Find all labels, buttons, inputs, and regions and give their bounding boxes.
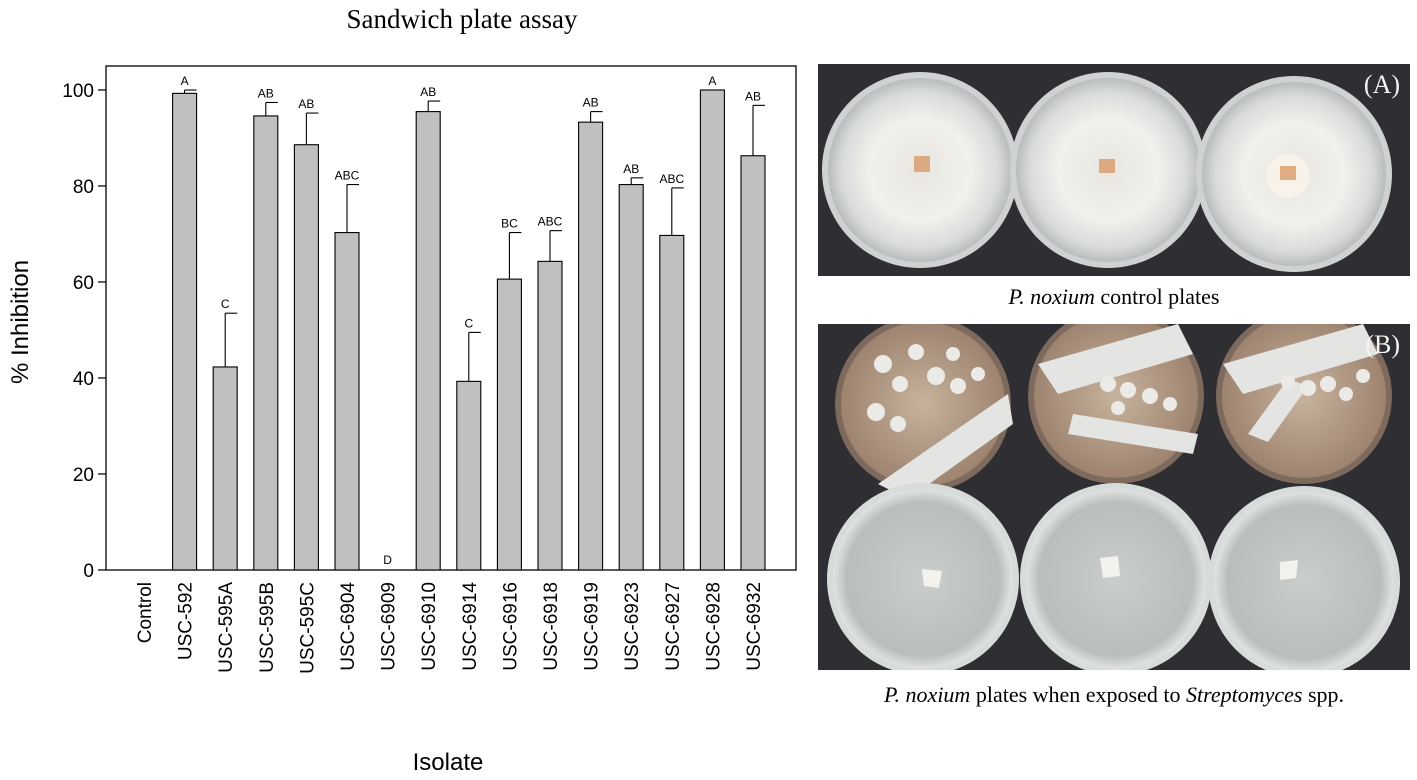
x-tick-label: USC-6928 xyxy=(703,582,724,671)
bar xyxy=(334,232,360,571)
bar xyxy=(496,278,522,571)
x-tick-label: USC-595A xyxy=(216,582,237,673)
x-tick-label: USC-6909 xyxy=(379,582,400,671)
panel-a-caption: P. noxium control plates xyxy=(818,284,1410,310)
significance-letter: BC xyxy=(501,217,518,231)
panel-b-genus: Streptomyces xyxy=(1186,682,1303,707)
panel-a-tag: (A) xyxy=(1363,70,1400,99)
significance-letter: ABC xyxy=(538,215,563,229)
control-plates-photo: (A) xyxy=(818,64,1410,276)
significance-letter: A xyxy=(708,74,716,88)
x-tick-label: USC-6923 xyxy=(622,582,643,671)
significance-letter: AB xyxy=(298,97,314,111)
streptomyces-plates-photo: (B) xyxy=(818,324,1410,670)
panel-a-caption-text: control plates xyxy=(1094,284,1220,309)
bar xyxy=(740,155,766,571)
panel-b-caption: P. noxium plates when exposed to Strepto… xyxy=(818,682,1410,708)
y-tick-label: 80 xyxy=(73,177,94,198)
error-bars xyxy=(184,89,765,382)
y-axis-label: % Inhibition xyxy=(7,260,34,384)
x-tick-label: USC-6916 xyxy=(500,582,521,671)
x-tick-label: USC-6914 xyxy=(460,582,481,671)
x-tick-label: USC-6910 xyxy=(419,582,440,671)
y-tick-label: 100 xyxy=(62,81,94,102)
y-tick-label: 60 xyxy=(73,273,94,294)
bar xyxy=(537,260,563,571)
bar xyxy=(659,234,685,571)
x-tick-label: USC-592 xyxy=(176,582,197,660)
bar xyxy=(212,366,238,571)
x-tick-label: Control xyxy=(135,582,156,643)
y-axis: 0 20 40 60 80 100 xyxy=(62,81,106,582)
panel-b-species: P. noxium xyxy=(883,682,971,707)
significance-letter: A xyxy=(181,74,189,88)
significance-letter: AB xyxy=(583,96,599,110)
bar xyxy=(415,111,441,571)
bar xyxy=(578,121,604,571)
bar xyxy=(618,184,644,571)
significance-letter: C xyxy=(464,316,473,330)
bar xyxy=(456,380,482,571)
significance-letter: ABC xyxy=(335,169,360,183)
significance-letter: D xyxy=(383,553,392,567)
chart-title: Sandwich plate assay xyxy=(347,4,578,34)
bar xyxy=(699,89,725,571)
x-tick-label: USC-6904 xyxy=(338,582,359,671)
x-tick-label: USC-6932 xyxy=(744,582,765,671)
significance-letter: C xyxy=(221,297,230,311)
bar xyxy=(253,115,279,571)
plot-frame xyxy=(105,65,797,571)
panel-b-caption-end: spp. xyxy=(1302,682,1345,707)
significance-letter: AB xyxy=(745,89,761,103)
bar xyxy=(293,144,319,571)
x-tick-label: USC-595C xyxy=(297,582,318,674)
x-axis-label: Isolate xyxy=(413,749,484,776)
significance-letter: AB xyxy=(420,85,436,99)
y-tick-label: 40 xyxy=(73,369,94,390)
x-tick-label: USC-595B xyxy=(257,582,278,673)
significance-letter: AB xyxy=(623,162,639,176)
control-plates-illustration xyxy=(818,64,1410,276)
streptomyces-plates-illustration xyxy=(818,324,1410,670)
y-tick-label: 0 xyxy=(83,561,94,582)
bar xyxy=(172,92,198,571)
x-tick-label: USC-6918 xyxy=(541,582,562,671)
y-tick-label: 20 xyxy=(73,465,94,486)
panel-b-tag: (B) xyxy=(1365,330,1400,359)
significance-letter: ABC xyxy=(659,172,684,186)
x-tick-label: USC-6927 xyxy=(663,582,684,671)
panel-b-caption-mid: plates when exposed to xyxy=(970,682,1186,707)
significance-letter: AB xyxy=(258,86,274,100)
panel-a-species: P. noxium xyxy=(1008,284,1095,309)
x-axis: Control USC-592 USC-595A USC-595B USC-595C US… xyxy=(135,582,765,674)
x-tick-label: USC-6919 xyxy=(582,582,603,671)
